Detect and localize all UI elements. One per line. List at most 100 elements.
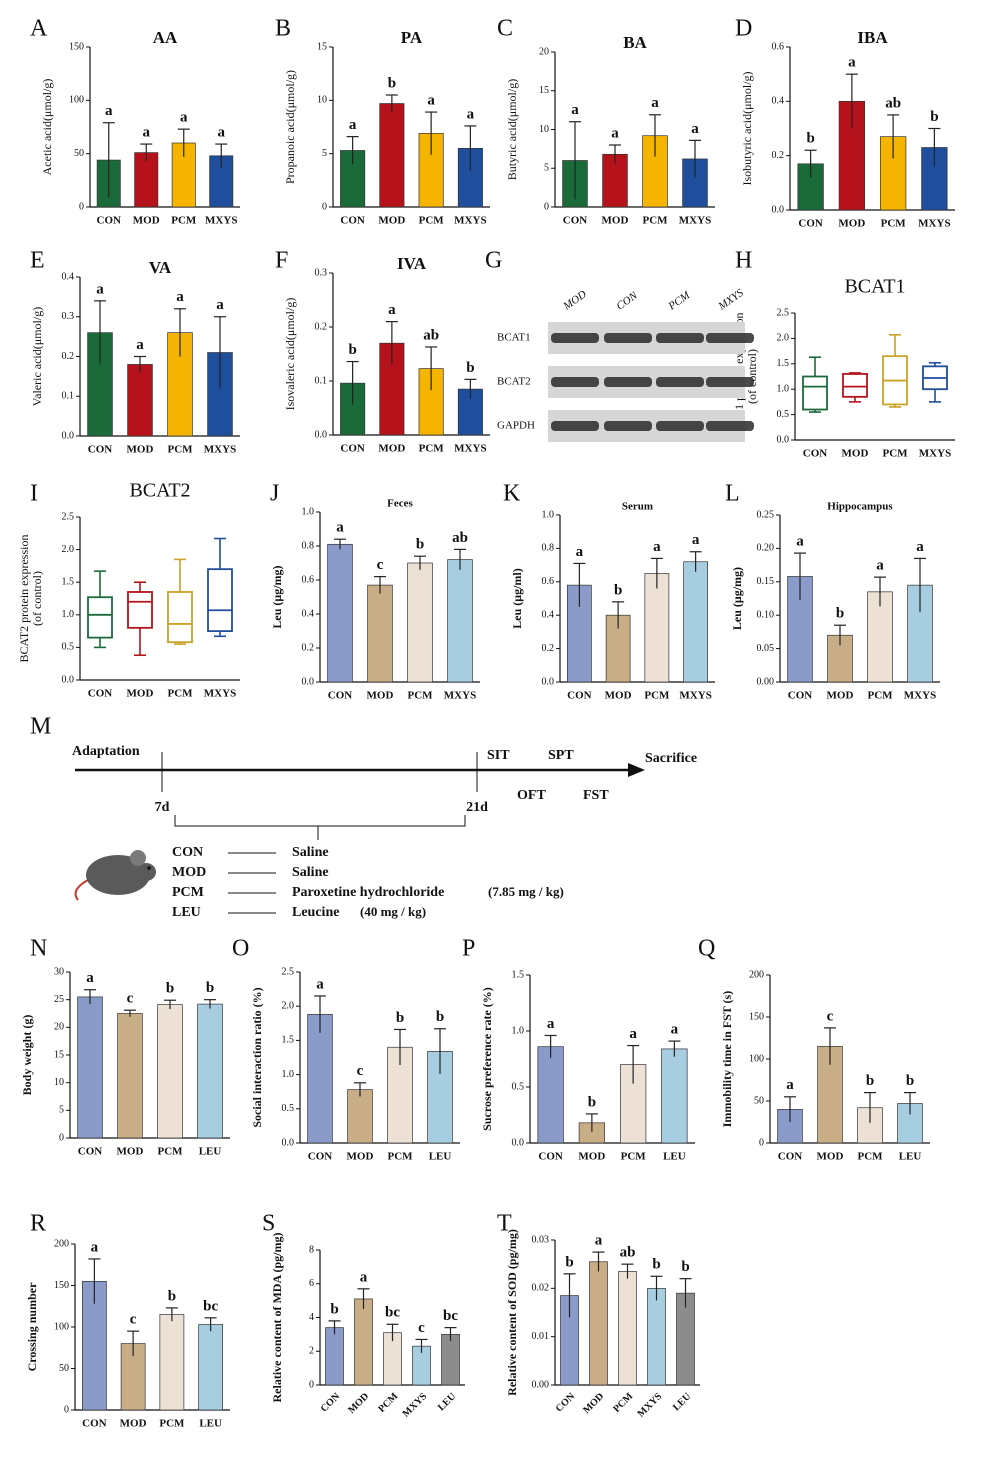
x-tick-label: MOD — [378, 443, 405, 455]
timeline-mark: 21d — [466, 800, 488, 815]
chart-title: AA — [153, 28, 178, 47]
chart-title: Serum — [622, 501, 653, 513]
significance-letter: b — [396, 1010, 404, 1026]
x-tick-label: MOD — [602, 215, 629, 227]
y-tick-label: 1.0 — [777, 383, 790, 394]
significance-letter: b — [930, 109, 938, 125]
x-tick-label: CON — [88, 688, 113, 700]
treatment-label: Saline — [292, 845, 329, 860]
y-tick-label: 1.0 — [302, 506, 315, 517]
x-tick-label: MOD — [127, 688, 154, 700]
significance-letter: a — [349, 117, 357, 133]
x-tick-label: LEU — [199, 1146, 222, 1158]
x-tick-label: MXYS — [444, 690, 476, 702]
significance-letter: b — [166, 981, 174, 997]
y-tick-label: 2 — [309, 1346, 314, 1357]
y-axis-label: Butyric acid(μmol/g) — [505, 79, 519, 180]
y-tick-label: 2.5 — [777, 307, 790, 318]
x-tick-label: PCM — [167, 688, 193, 700]
panel-letter: I — [30, 481, 38, 507]
y-tick-label: 0 — [59, 1132, 64, 1143]
significance-letter: a — [96, 281, 104, 297]
box — [842, 373, 868, 398]
y-tick-label: 1.0 — [512, 1025, 525, 1036]
y-tick-label: 0.5 — [777, 409, 790, 420]
significance-letter: a — [136, 337, 144, 353]
bar — [367, 584, 393, 683]
x-tick-label: MXYS — [454, 215, 486, 227]
mouse-icon — [74, 850, 156, 901]
chart-title: Hippocampus — [827, 501, 893, 513]
bar — [379, 103, 405, 208]
y-tick-label: 0.1 — [62, 391, 75, 402]
y-tick-label: 0.4 — [542, 609, 555, 620]
treatment-label: Saline — [292, 865, 329, 880]
x-tick-label: CON — [97, 215, 122, 227]
panel-letter: E — [30, 248, 45, 274]
significance-letter: a — [176, 289, 184, 305]
y-tick-label: 100 — [69, 95, 84, 106]
panel-letter: H — [735, 248, 752, 274]
x-tick-label: MXYS — [454, 443, 486, 455]
x-tick-label: CON — [82, 1418, 107, 1430]
y-tick-label: 0.4 — [772, 96, 785, 107]
x-tick-label: MOD — [378, 215, 405, 227]
x-tick-label: LEU — [899, 1151, 922, 1163]
x-tick-label: CON — [340, 215, 365, 227]
chart-title: IVA — [397, 254, 427, 273]
x-tick-label: MXYS — [918, 218, 950, 230]
x-tick-label: LEU — [429, 1151, 452, 1163]
significance-letter: ab — [620, 1245, 636, 1261]
band — [656, 333, 704, 343]
significance-letter: c — [377, 557, 384, 573]
y-tick-label: 0.25 — [757, 509, 775, 520]
x-tick-label: PCM — [644, 690, 670, 702]
group-label: LEU — [172, 905, 201, 920]
box — [127, 591, 153, 629]
significance-letter: a — [916, 539, 924, 555]
dose-label: (40 mg / kg) — [360, 904, 426, 919]
band — [551, 377, 599, 387]
x-tick-label: MXYS — [204, 444, 236, 456]
timeline-mark: 7d — [155, 800, 170, 815]
chart-title: BCAT2 — [129, 480, 190, 502]
chart-panel: I BCAT2 0.0 0.5 1.0 1.5 2.0 2.5 BCAT2 protein ex… — [17, 480, 240, 700]
y-tick-label: 0.10 — [757, 609, 775, 620]
bar — [867, 591, 893, 683]
bracket — [174, 815, 466, 840]
band — [706, 421, 754, 431]
y-tick-label: 8 — [309, 1244, 314, 1255]
bar — [157, 1004, 183, 1139]
y-tick-label: 100 — [54, 1321, 69, 1332]
x-tick-label: MOD — [367, 690, 394, 702]
x-tick-label: MOD — [578, 1151, 605, 1163]
y-axis-label: Valeric acid(μmol/g) — [30, 307, 44, 406]
x-tick-label: LEU — [199, 1418, 222, 1430]
panel-letter: J — [270, 481, 279, 507]
band-label: BCAT1 — [497, 332, 531, 344]
significance-letter: a — [576, 544, 584, 560]
y-tick-label: 0 — [544, 201, 549, 212]
bar — [683, 561, 708, 683]
y-tick-label: 0 — [79, 201, 84, 212]
band — [551, 333, 599, 343]
panel-letter: A — [30, 16, 48, 42]
significance-letter: a — [595, 1233, 603, 1249]
y-tick-label: 0 — [759, 1137, 764, 1148]
significance-letter: b — [416, 537, 424, 553]
y-tick-label: 0.5 — [512, 1081, 525, 1092]
panel-letter: C — [497, 16, 513, 42]
significance-letter: b — [906, 1073, 914, 1089]
x-tick-label: MOD — [120, 1418, 147, 1430]
panel-letter: M — [30, 714, 51, 740]
significance-letter: ab — [423, 327, 439, 343]
test-label: OFT — [517, 788, 546, 803]
y-tick-label: 0.3 — [62, 311, 75, 322]
panel-letter: R — [30, 1211, 46, 1237]
significance-letter: b — [836, 606, 844, 622]
x-tick-label: CON — [340, 443, 365, 455]
chart-panel: C BA 0 5 10 15 20 Butyric acid(μmol/g) CON a MOD a P… — [497, 16, 715, 227]
y-tick-label: 15 — [539, 85, 549, 96]
y-tick-label: 1.5 — [512, 969, 525, 980]
bar — [198, 1324, 223, 1411]
